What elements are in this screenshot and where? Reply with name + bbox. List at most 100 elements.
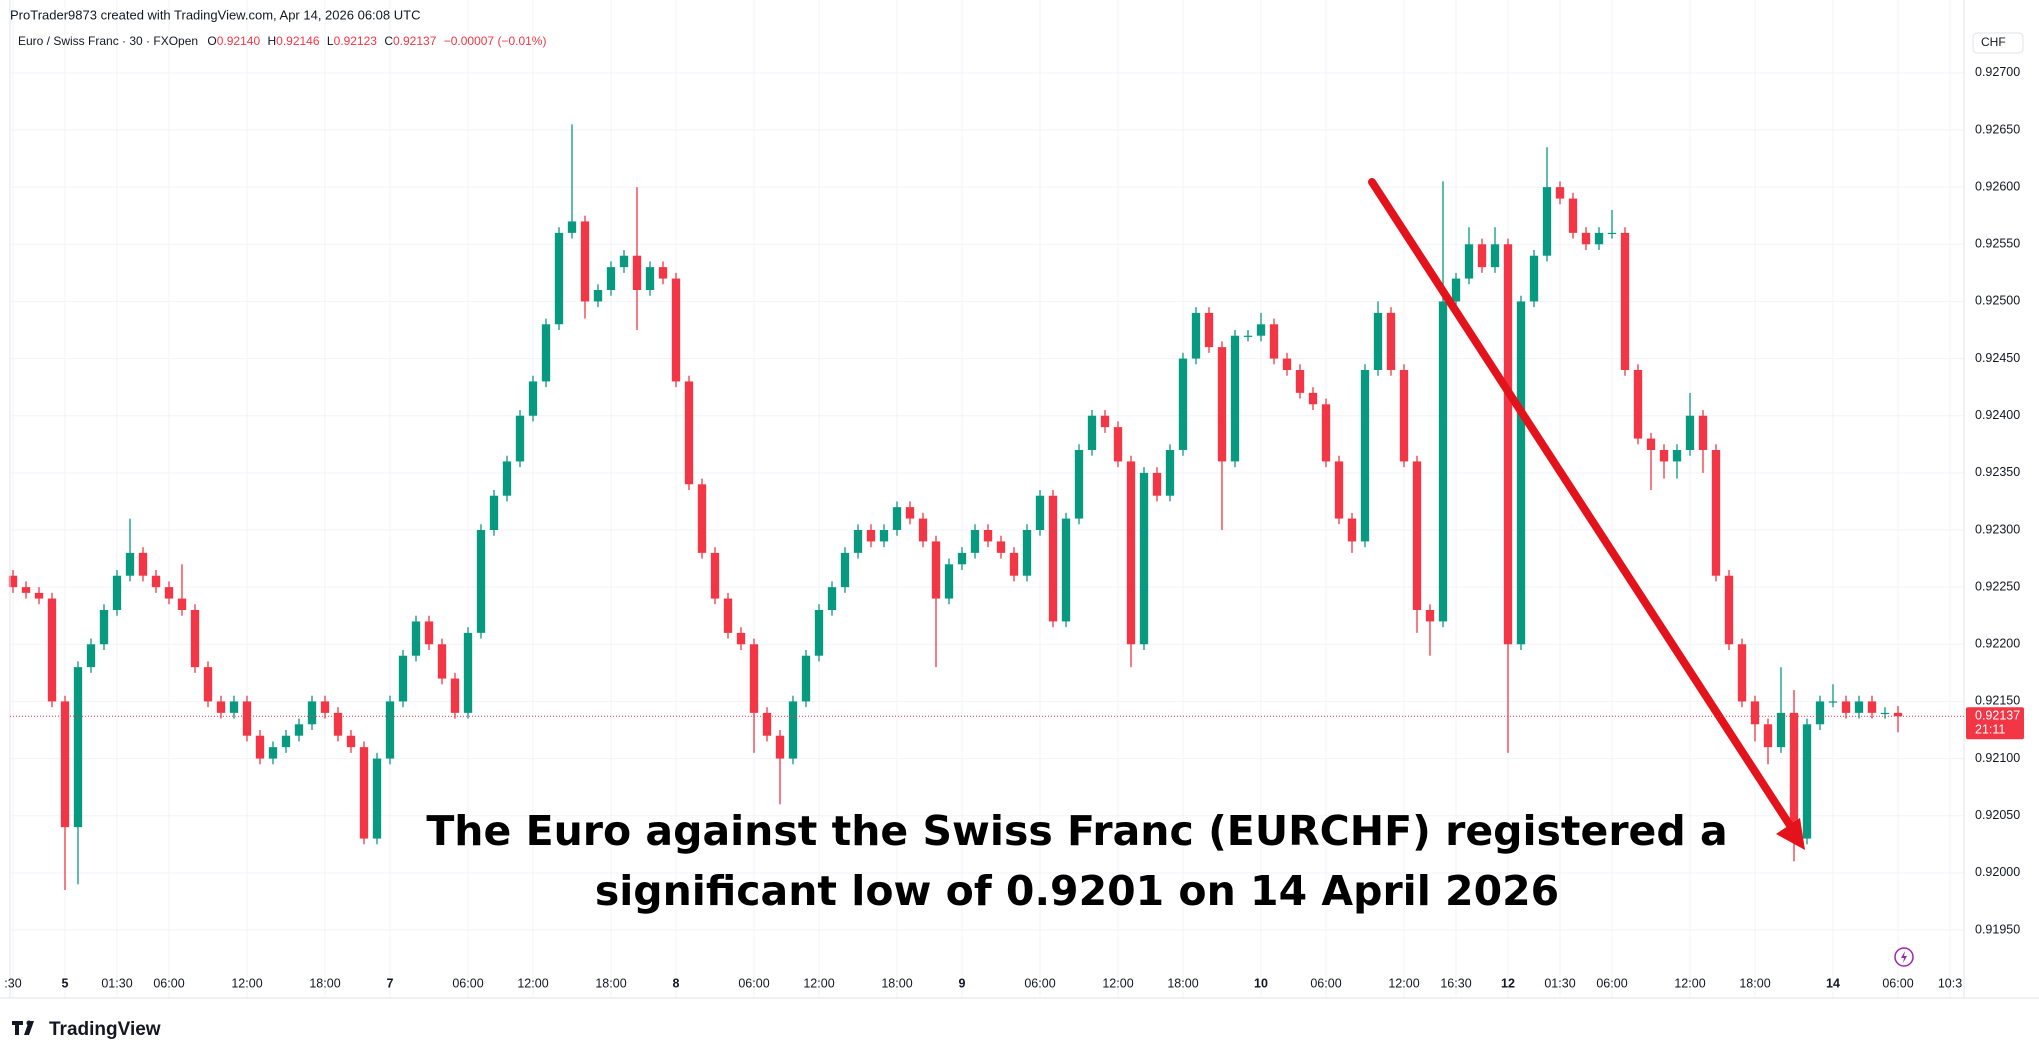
alert-circle <box>1894 947 1914 967</box>
candle-body <box>918 518 928 542</box>
candle-body <box>801 655 811 702</box>
candle-body <box>1165 450 1175 496</box>
candle-body <box>1412 461 1422 610</box>
candle-body <box>1451 278 1461 302</box>
alert-bolt <box>1901 951 1907 963</box>
symbol: Euro / Swiss Franc · 30 · FXOpen <box>18 34 198 48</box>
candle-body <box>944 564 954 599</box>
candle-body <box>658 267 668 279</box>
candle-body <box>957 552 967 565</box>
candle-body <box>710 552 720 599</box>
candle-body <box>1204 312 1214 348</box>
candle-body <box>736 632 746 645</box>
ohlc-label: O <box>207 34 216 48</box>
annotation: The Euro against the Swiss Franc (EURCHF… <box>426 807 1727 855</box>
candle-body <box>567 221 577 233</box>
candle-body <box>242 701 252 736</box>
candle-body <box>814 610 824 656</box>
y-tick-label: 0.92100 <box>1975 751 2020 765</box>
candle-body <box>216 701 226 713</box>
logo: TradingView <box>12 1019 161 1040</box>
x-tick-label: 9 <box>959 976 966 990</box>
x-tick-label: 06:00 <box>153 976 184 990</box>
candle-body <box>47 598 57 702</box>
candle-body <box>905 507 915 519</box>
candle-body <box>541 324 551 382</box>
ohlc-value: 0.92140 <box>217 34 261 48</box>
candle-body <box>1555 187 1565 199</box>
candle-body <box>489 495 499 530</box>
unit-label: CHF <box>1981 35 2006 49</box>
candle-body <box>8 575 18 588</box>
candle-body <box>879 530 889 542</box>
x-tick-label: 7 <box>387 976 394 990</box>
candle-body <box>1789 712 1799 839</box>
ohlc-value: 0.92123 <box>334 34 378 48</box>
candle-body <box>268 747 278 759</box>
candle-body <box>1256 324 1266 336</box>
candle-body <box>1373 312 1383 370</box>
candle-body <box>1490 244 1500 268</box>
y-tick-label: 0.92450 <box>1975 351 2020 365</box>
candle-body <box>1867 701 1877 713</box>
candle-body <box>60 701 70 828</box>
candle-body <box>1854 701 1864 713</box>
candle-body <box>645 267 655 290</box>
candle-body <box>1386 312 1396 370</box>
x-tick-label: 06:00 <box>1596 976 1627 990</box>
y-tick-label: 0.92550 <box>1975 237 2020 251</box>
candle-body <box>1594 232 1604 245</box>
candle-body <box>1815 701 1825 725</box>
candle-body <box>333 712 343 736</box>
candle-body <box>1620 232 1630 370</box>
candle-body <box>99 610 109 645</box>
trend-arrow <box>1368 178 1805 850</box>
candle-body <box>996 541 1006 553</box>
candle-body <box>619 255 629 268</box>
y-tick-label: 0.92150 <box>1975 694 2020 708</box>
logo-dot <box>26 1020 32 1026</box>
candle-body <box>502 461 512 496</box>
candle-body <box>853 530 863 553</box>
y-tick-label: 0.92000 <box>1975 865 2020 879</box>
candle-body <box>1763 724 1773 748</box>
candle-body <box>775 735 785 759</box>
candle-body <box>1841 701 1851 713</box>
candle-body <box>463 632 473 713</box>
candle-body <box>1776 712 1786 748</box>
y-tick-label: 0.92200 <box>1975 637 2020 651</box>
candle-body <box>1438 301 1448 622</box>
x-tick-label: 18:00 <box>1739 976 1770 990</box>
candle-body <box>1022 530 1032 576</box>
x-tick-label: 12:00 <box>803 976 834 990</box>
annotation: significant low of 0.9201 on 14 April 20… <box>595 867 1559 915</box>
candle-body <box>281 735 291 748</box>
candle-body <box>1269 324 1279 359</box>
candle-body <box>1893 712 1903 717</box>
x-tick-label: 5 <box>62 976 69 990</box>
candle-body <box>1542 187 1552 256</box>
candle-body <box>554 232 564 325</box>
candle-body <box>1659 450 1669 462</box>
candle-body <box>1334 461 1344 519</box>
candle-body <box>307 701 317 725</box>
alert-icon <box>1894 947 1914 967</box>
candle-body <box>1711 450 1721 576</box>
candle-body <box>788 701 798 759</box>
candle-body <box>1113 427 1123 462</box>
x-tick-label: 12:00 <box>1102 976 1133 990</box>
candle-body <box>1360 370 1370 542</box>
candle-body <box>1217 347 1227 462</box>
candle-body <box>528 381 538 416</box>
candle-body <box>1399 370 1409 462</box>
candle-body <box>1308 392 1318 405</box>
y-tick-label: 0.92600 <box>1975 179 2020 193</box>
candle-body <box>164 587 174 599</box>
x-tick-label: 18:00 <box>1167 976 1198 990</box>
candle-body <box>866 530 876 542</box>
candle-body <box>723 598 733 633</box>
candle-body <box>1425 610 1435 622</box>
candle-body <box>606 267 616 290</box>
candle-body <box>73 667 83 828</box>
